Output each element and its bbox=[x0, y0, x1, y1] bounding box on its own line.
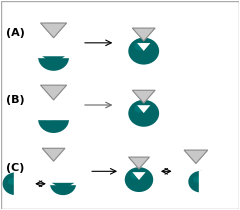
Polygon shape bbox=[52, 183, 74, 189]
Circle shape bbox=[128, 38, 159, 65]
Circle shape bbox=[128, 100, 159, 127]
Polygon shape bbox=[42, 148, 65, 161]
Polygon shape bbox=[132, 28, 155, 41]
Polygon shape bbox=[184, 150, 208, 164]
Circle shape bbox=[38, 106, 69, 133]
Circle shape bbox=[134, 105, 144, 113]
Bar bbox=[199, 171, 216, 192]
Polygon shape bbox=[132, 172, 146, 180]
Circle shape bbox=[193, 176, 201, 183]
Circle shape bbox=[38, 44, 69, 71]
Bar bbox=[38, 103, 69, 119]
Polygon shape bbox=[42, 56, 65, 64]
Circle shape bbox=[50, 172, 76, 195]
Text: (A): (A) bbox=[6, 28, 25, 38]
Circle shape bbox=[55, 178, 63, 185]
Text: (C): (C) bbox=[6, 163, 24, 173]
Circle shape bbox=[188, 171, 213, 192]
Polygon shape bbox=[132, 90, 155, 103]
Circle shape bbox=[130, 172, 139, 179]
Text: (B): (B) bbox=[6, 95, 25, 105]
Circle shape bbox=[125, 167, 153, 192]
Polygon shape bbox=[41, 23, 67, 38]
Polygon shape bbox=[137, 43, 150, 51]
Bar bbox=[50, 170, 76, 184]
Circle shape bbox=[134, 42, 144, 50]
Polygon shape bbox=[137, 105, 150, 113]
Polygon shape bbox=[129, 157, 150, 169]
Bar bbox=[38, 41, 69, 57]
Polygon shape bbox=[41, 85, 67, 100]
Circle shape bbox=[3, 172, 29, 195]
Bar bbox=[14, 172, 31, 195]
Circle shape bbox=[44, 51, 54, 59]
Circle shape bbox=[8, 178, 16, 185]
Circle shape bbox=[44, 113, 54, 121]
